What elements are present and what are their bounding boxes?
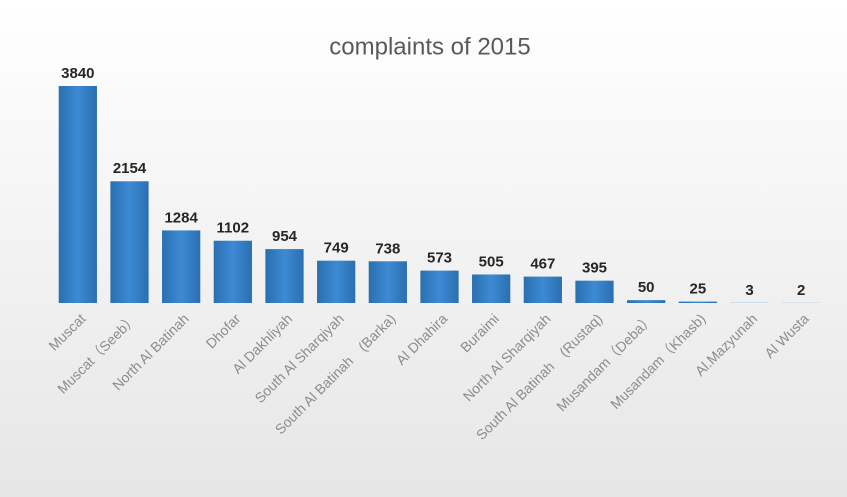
bar [368,261,407,303]
value-label: 2154 [113,160,147,177]
value-label: 50 [638,279,655,296]
value-label: 467 [530,256,555,273]
bar [317,260,356,303]
bar [472,274,511,303]
bar [678,301,717,303]
value-label: 749 [324,240,349,257]
value-label: 1284 [164,209,198,226]
bar [58,86,97,303]
value-label: 3840 [61,65,94,82]
bar [575,280,614,303]
value-label: 573 [427,250,452,267]
value-label: 3 [745,282,753,299]
bar [265,249,304,303]
bar [110,181,149,303]
bar [213,240,252,303]
value-label: 2 [797,282,805,299]
chart-title: complaints of 2015 [329,33,530,60]
value-label: 505 [479,253,504,270]
bar [523,276,562,303]
bar [627,300,666,303]
bar [162,230,201,303]
value-label: 25 [689,281,706,298]
value-label: 1102 [217,220,250,237]
value-label: 738 [375,240,400,257]
value-label: 395 [582,260,607,277]
value-label: 954 [272,228,298,245]
bar [420,270,459,303]
